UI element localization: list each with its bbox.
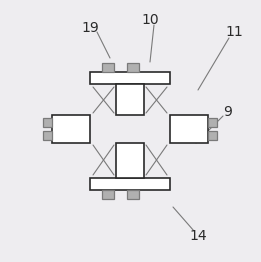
Bar <box>43 118 52 127</box>
Text: 11: 11 <box>225 25 243 39</box>
Bar <box>52 115 90 143</box>
Bar <box>90 178 170 190</box>
Bar <box>127 63 139 72</box>
Bar <box>127 190 139 199</box>
Bar <box>116 84 144 115</box>
Bar <box>116 143 144 178</box>
Bar <box>102 63 114 72</box>
Bar <box>102 190 114 199</box>
Bar <box>208 131 217 140</box>
Text: 19: 19 <box>81 21 99 35</box>
Bar <box>208 118 217 127</box>
Bar <box>43 131 52 140</box>
Bar <box>170 115 208 143</box>
Bar <box>90 72 170 84</box>
Text: 9: 9 <box>224 105 233 119</box>
Text: 14: 14 <box>189 229 207 243</box>
Text: 10: 10 <box>141 13 159 27</box>
